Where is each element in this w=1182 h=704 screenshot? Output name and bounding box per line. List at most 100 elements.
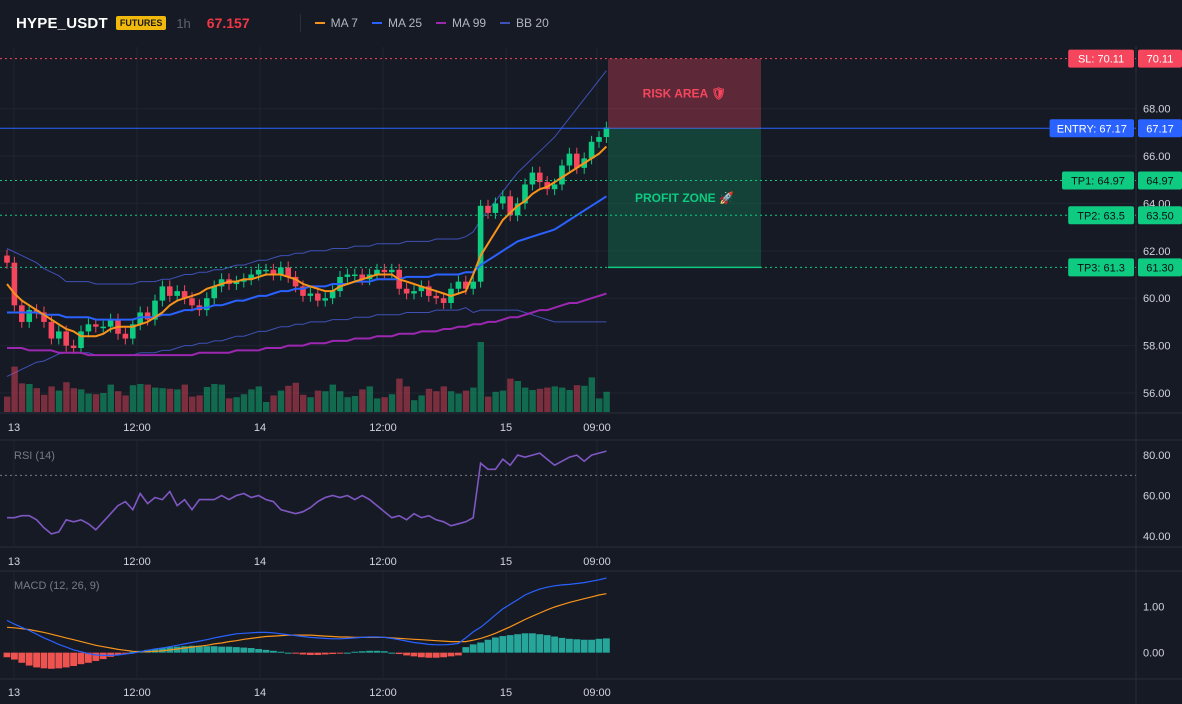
macd-histogram-bar (129, 651, 137, 653)
timeframe-label[interactable]: 1h (176, 15, 191, 31)
candle-body (41, 312, 47, 322)
entry-tag-label: ENTRY: 67.17 (1057, 123, 1127, 135)
macd-tick-label: 0.00 (1143, 648, 1164, 660)
tp1-price-tag (1138, 171, 1182, 190)
candle-body (204, 298, 210, 311)
volume-bar (144, 384, 151, 412)
candle-body (603, 127, 610, 138)
macd-histogram-bar (203, 646, 211, 653)
volume-bar (292, 382, 299, 412)
candle-body (270, 269, 277, 275)
macd-histogram-bar (521, 633, 529, 653)
legend-ma25[interactable]: MA 25 (371, 16, 423, 30)
macd-histogram-bar (432, 652, 440, 658)
candle-body (152, 300, 158, 320)
macd-histogram-bar (92, 652, 100, 661)
risk-zone (608, 58, 761, 129)
macd-histogram-bar (240, 647, 248, 653)
volume-bar (203, 387, 211, 412)
macd-histogram-bar (25, 652, 33, 666)
price-tick-label: 66.00 (1143, 151, 1171, 163)
volume-bar (226, 398, 233, 412)
symbol-name[interactable]: HYPE_USDT (16, 14, 108, 32)
macd-histogram-bar (18, 652, 26, 663)
volume-bar (433, 391, 440, 412)
volume-bar (374, 398, 381, 412)
candle-body (418, 286, 425, 292)
profit-zone (608, 128, 761, 268)
legend-ma7[interactable]: MA 7 (314, 16, 358, 30)
volume-bar (233, 397, 240, 412)
macd-histogram-bar (85, 652, 92, 663)
tp1-tag-label: TP1: 64.97 (1071, 175, 1125, 187)
candle-body (596, 137, 602, 142)
macd-histogram-bar (462, 647, 470, 653)
candle-body (278, 267, 284, 275)
price-tick-label: 60.00 (1143, 293, 1171, 305)
volume-bar (248, 389, 255, 412)
x-tick-label: 13 (8, 556, 20, 568)
volume-bar (4, 396, 11, 412)
volume-bar (359, 389, 366, 412)
volume-bar (544, 387, 551, 412)
volume-bar (448, 391, 455, 412)
volume-bar (566, 390, 573, 412)
legend-ma25-label: MA 25 (387, 16, 423, 30)
macd-histogram-bar (314, 652, 322, 655)
volume-bar (366, 386, 373, 412)
macd-histogram-bar (566, 638, 573, 653)
macd-line (6, 577, 607, 656)
macd-histogram-bar (70, 652, 77, 667)
macd-histogram-bar (55, 652, 63, 669)
volume-bar (92, 394, 100, 412)
tp1-price-label: 64.97 (1146, 175, 1174, 187)
legend-ma99[interactable]: MA 99 (436, 16, 486, 30)
macd-histogram-bar (11, 652, 18, 660)
macd-histogram-bar (514, 634, 521, 653)
candle-body (255, 269, 262, 275)
x-tick-label: 15 (500, 422, 512, 434)
price-tick-label: 58.00 (1143, 341, 1171, 353)
chart-header: HYPE_USDT FUTURES 1h 67.157 MA 7 MA 25 M… (0, 0, 1182, 46)
candle-body (4, 255, 10, 263)
tp3-price-label: 61.30 (1146, 262, 1174, 274)
candle-body (70, 345, 77, 349)
candle-body (477, 205, 484, 282)
volume-bar (507, 378, 514, 412)
candle-body (78, 331, 84, 349)
rsi-line (7, 450, 607, 535)
candle-body (100, 326, 106, 329)
ma7-swatch (314, 22, 325, 24)
volume-bar (411, 400, 418, 412)
tp2-price-label: 63.50 (1146, 210, 1174, 222)
futures-badge: FUTURES (115, 16, 167, 30)
candle-body (292, 276, 299, 287)
candle-body (529, 172, 536, 185)
macd-histogram-bar (196, 645, 203, 653)
candle-body (352, 274, 358, 277)
candle-body (85, 324, 92, 332)
macd-histogram-bar (255, 648, 262, 653)
price-tick-label: 68.00 (1143, 104, 1171, 116)
volume-bar (388, 394, 396, 412)
candle-body (93, 324, 99, 327)
macd-histogram-bar (40, 652, 48, 669)
macd-histogram-bar (284, 652, 292, 654)
legend-bb20[interactable]: BB 20 (500, 16, 549, 30)
volume-bar (418, 395, 425, 412)
candle-body (181, 291, 188, 299)
macd-histogram-bar (551, 636, 558, 653)
price-tick-label: 56.00 (1143, 388, 1171, 400)
candle-body (137, 312, 143, 325)
rsi-tick-label: 80.00 (1143, 450, 1171, 462)
macd-histogram-bar (344, 652, 351, 654)
macd-histogram-bar (529, 633, 536, 653)
candle-body (26, 310, 32, 322)
macd-histogram-bar (506, 635, 514, 653)
volume-bar (536, 388, 544, 412)
x-tick-label: 09:00 (583, 687, 611, 699)
macd-histogram-bar (484, 639, 492, 653)
ma7-line (6, 145, 608, 338)
candle-body (48, 321, 55, 339)
candle-body (307, 293, 314, 296)
